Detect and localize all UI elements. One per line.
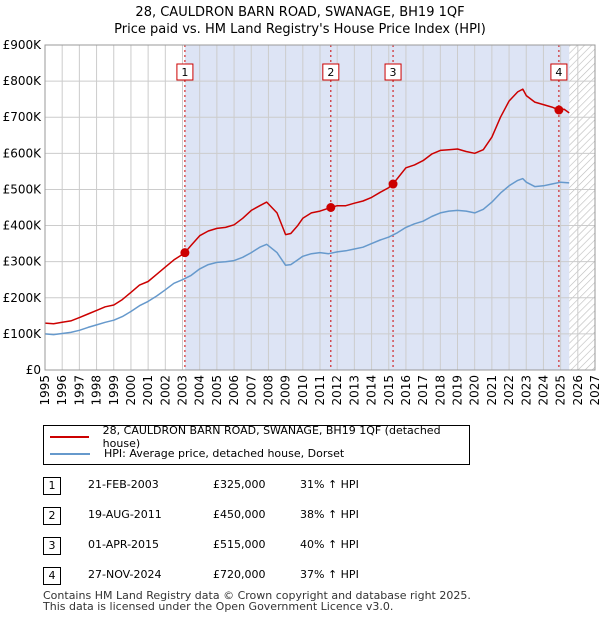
x-tick-label: 2004 [193,375,207,406]
sale-number-badge: 2 [43,507,61,525]
sale-price: £325,000 [213,478,266,491]
sale-marker-box [550,63,568,81]
y-tick-label: £700K [3,110,43,124]
plot-frame [44,44,596,371]
x-tick-label: 1996 [55,375,69,406]
sale-row: 4 27-NOV-2024 £720,000 37% ↑ HPI [0,562,600,590]
x-tick-label: 2019 [451,375,465,406]
sale-point [388,179,398,189]
legend-item-property: 28, CAULDRON BARN ROAD, SWANAGE, BH19 1Q… [44,424,469,450]
x-tick-label: 1999 [107,375,121,406]
x-tick-label: 2024 [536,375,550,406]
x-tick-label: 2011 [313,375,327,406]
sale-marker-box [322,63,340,81]
x-tick-label: 2007 [244,375,258,406]
x-tick-label: 2017 [416,375,430,406]
sale-row: 2 19-AUG-2011 £450,000 38% ↑ HPI [0,502,600,530]
y-tick-label: £100K [3,327,43,341]
footer: Contains HM Land Registry data © Crown c… [43,590,471,612]
x-tick-label: 2012 [330,375,344,406]
x-tick-label: 2005 [210,375,224,406]
sale-hpi-change: 40% ↑ HPI [300,538,359,551]
x-tick-label: 2006 [227,375,241,406]
x-tick-label: 2016 [399,375,413,406]
property-price-line [44,88,570,325]
price-chart: £0 £100K £200K £300K £400K £500K £600K £700K £80… [3,38,600,406]
legend-label-hpi: HPI: Average price, detached house, Dors… [104,447,345,460]
sale-marker-box [384,63,402,81]
sale-date: 01-APR-2015 [88,538,160,551]
sale-date: 19-AUG-2011 [88,508,162,521]
forecast-hatched-region [569,45,595,370]
legend-label-property: 28, CAULDRON BARN ROAD, SWANAGE, BH19 1Q… [102,423,441,450]
sale-hpi-change: 38% ↑ HPI [300,508,359,521]
x-tick-label: 2009 [279,375,293,406]
sale-price: £450,000 [213,508,266,521]
legend-item-hpi: HPI: Average price, detached house, Dors… [44,445,344,462]
title-line-2: Price paid vs. HM Land Registry's House … [114,22,486,37]
sale-price: £720,000 [213,568,266,581]
y-tick-label: £200K [3,291,43,305]
x-tick-label: 2013 [347,375,361,406]
legend-swatch-hpi [50,452,90,455]
title-line-1: 28, CAULDRON BARN ROAD, SWANAGE, BH19 1Q… [135,5,465,20]
ownership-shaded-region [184,45,570,370]
y-tick-label: £800K [3,74,43,88]
sale-marker-label: 1 [181,66,188,79]
sale-marker-label: 4 [555,66,562,79]
sale-price: £515,000 [213,538,266,551]
sale-number-badge: 3 [43,537,61,555]
chart-title: 28, CAULDRON BARN ROAD, SWANAGE, BH19 1Q… [0,4,600,38]
x-tick-label: 2023 [519,375,533,406]
sale-date: 27-NOV-2024 [88,568,162,581]
x-tick-label: 2015 [382,375,396,406]
x-tick-label: 2002 [158,375,172,406]
y-tick-label: £900K [3,38,43,52]
x-tick-label: 2010 [296,375,310,406]
x-tick-label: 2003 [176,375,190,406]
x-tick-label: 2022 [502,375,516,406]
sale-marker-box [176,63,194,81]
x-tick-label: 2026 [571,375,585,406]
x-tick-label: 2025 [554,375,568,406]
sale-row: 3 01-APR-2015 £515,000 40% ↑ HPI [0,532,600,560]
y-tick-label: £300K [3,255,43,269]
sale-hpi-change: 37% ↑ HPI [300,568,359,581]
sale-date: 21-FEB-2003 [88,478,159,491]
sale-marker-label: 3 [390,66,397,79]
y-tick-label: £500K [3,182,43,196]
x-tick-label: 2021 [485,375,499,406]
legend-swatch-property [50,435,89,438]
footer-copyright: Contains HM Land Registry data © Crown c… [43,589,471,602]
sale-number-badge: 4 [43,567,61,585]
sale-row: 1 21-FEB-2003 £325,000 31% ↑ HPI [0,472,600,500]
x-tick-label: 2020 [468,375,482,406]
y-tick-label: £0 [26,363,41,377]
x-tick-label: 1998 [90,375,104,406]
y-tick-label: £600K [3,146,43,160]
x-tick-label: 2000 [124,375,138,406]
sale-marker-label: 2 [327,66,334,79]
x-tick-label: 2027 [588,375,600,406]
x-tick-label: 2014 [365,375,379,406]
sale-hpi-change: 31% ↑ HPI [300,478,359,491]
y-tick-label: £400K [3,219,43,233]
sale-point [180,248,190,258]
x-tick-label: 1995 [38,375,52,406]
sale-number-badge: 1 [43,477,61,495]
x-tick-label: 1997 [72,375,86,406]
hpi-line [44,177,570,336]
footer-licence: This data is licensed under the Open Gov… [43,600,394,613]
x-tick-label: 2018 [433,375,447,406]
legend: 28, CAULDRON BARN ROAD, SWANAGE, BH19 1Q… [43,424,470,465]
x-tick-label: 2001 [141,375,155,406]
sale-point [326,203,336,212]
sale-point [554,105,564,115]
x-tick-label: 2008 [261,375,275,406]
